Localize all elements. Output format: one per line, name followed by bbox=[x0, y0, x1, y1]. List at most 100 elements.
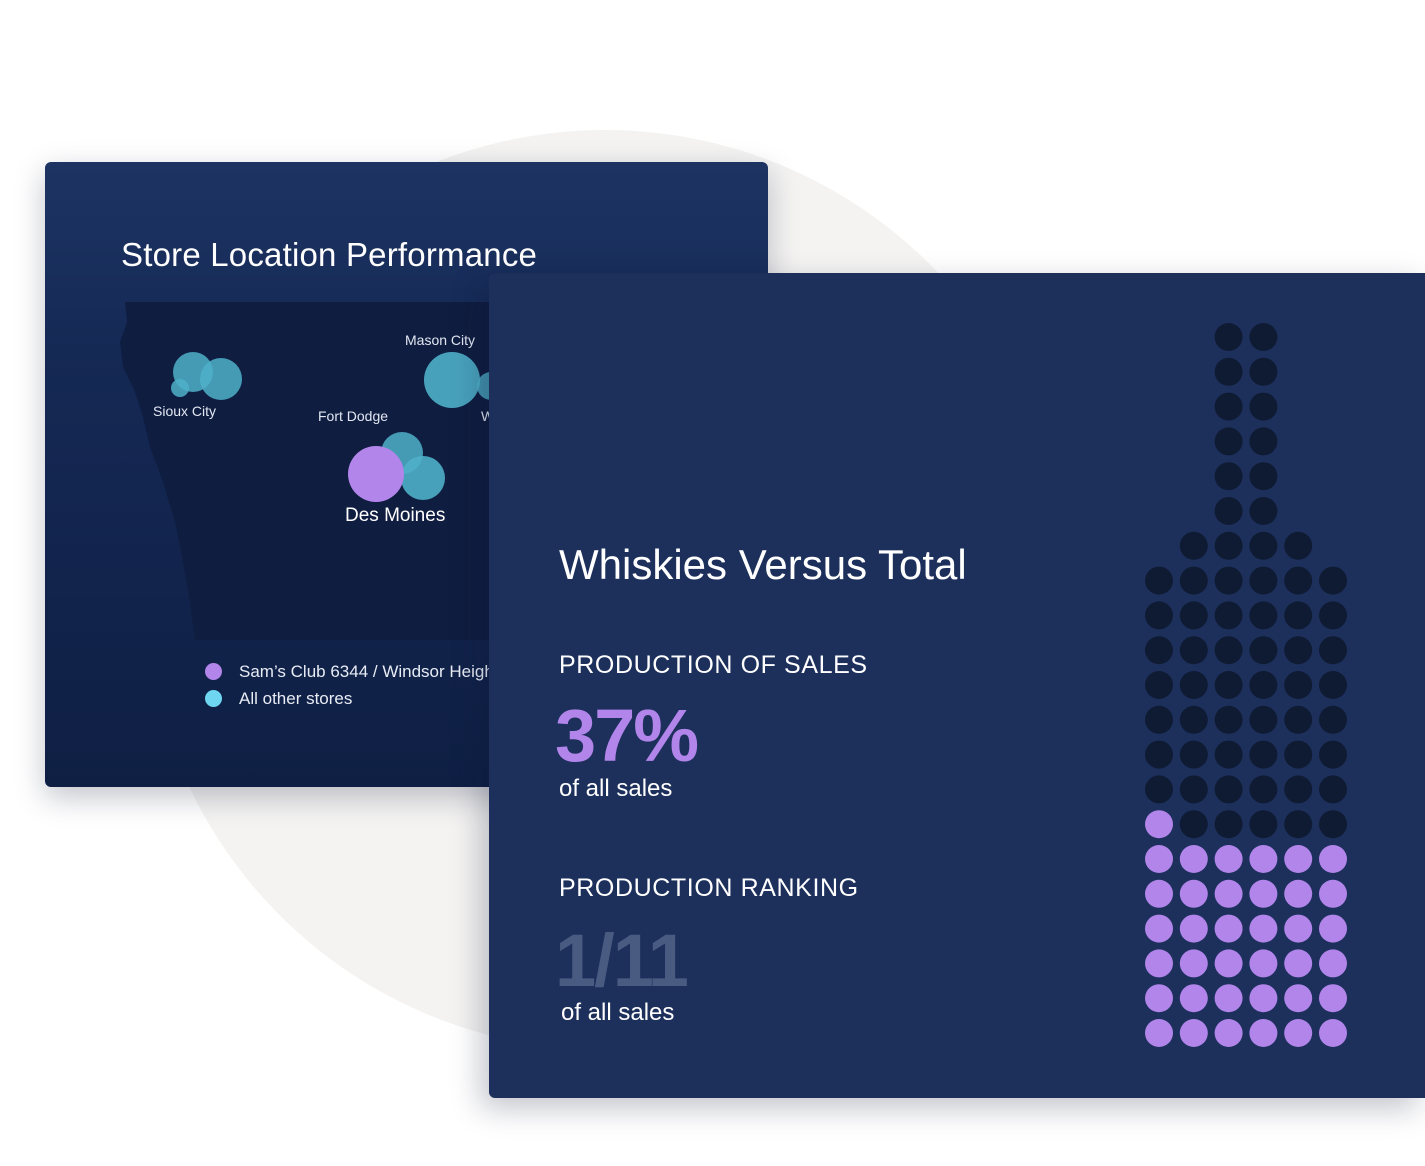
bottle-dot bbox=[1284, 566, 1313, 595]
bottle-dot bbox=[1145, 671, 1173, 699]
bottle-dot-highlighted bbox=[1249, 984, 1278, 1013]
bottle-dot bbox=[1249, 671, 1278, 699]
bottle-dot-highlighted bbox=[1214, 914, 1243, 943]
stat-label-production-ranking: PRODUCTION RANKING bbox=[559, 874, 859, 902]
bottle-dot bbox=[1249, 497, 1278, 525]
bottle-dot-highlighted bbox=[1249, 949, 1278, 978]
stat-sub-production-of-sales: of all sales bbox=[559, 775, 673, 802]
bottle-dot bbox=[1214, 566, 1243, 595]
bottle-dot bbox=[1284, 671, 1313, 699]
bottle-dot-highlighted bbox=[1214, 879, 1243, 908]
bottle-dot bbox=[1179, 601, 1208, 630]
bottle-dot bbox=[1249, 323, 1278, 351]
bottle-dot-highlighted bbox=[1145, 845, 1173, 873]
bottle-dot bbox=[1249, 462, 1278, 491]
bottle-dot bbox=[1284, 810, 1313, 839]
bottle-dot bbox=[1319, 566, 1347, 595]
bottle-dot bbox=[1145, 705, 1173, 734]
bottle-dot bbox=[1179, 705, 1208, 734]
bottle-dot-highlighted bbox=[1284, 949, 1313, 978]
bottle-dot-highlighted bbox=[1249, 845, 1278, 873]
bottle-dot bbox=[1214, 531, 1243, 560]
bottle-dot-highlighted bbox=[1214, 845, 1243, 873]
bottle-dot-highlighted bbox=[1145, 879, 1173, 908]
bottle-dot-highlighted bbox=[1179, 879, 1208, 908]
bottle-dot bbox=[1214, 636, 1243, 665]
bottle-dot bbox=[1249, 427, 1278, 456]
bottle-dot bbox=[1214, 740, 1243, 769]
bottle-dot-highlighted bbox=[1284, 984, 1313, 1013]
bottle-dot-highlighted bbox=[1249, 1019, 1278, 1047]
legend-dot-highlight bbox=[205, 663, 222, 680]
bottle-dot-highlighted bbox=[1284, 1019, 1313, 1047]
bottle-dot bbox=[1179, 740, 1208, 769]
bottle-dot-highlighted bbox=[1284, 879, 1313, 908]
bottle-dot-chart bbox=[1145, 323, 1347, 1047]
bottle-dot-highlighted bbox=[1179, 914, 1208, 943]
bottle-dot-highlighted bbox=[1284, 845, 1313, 873]
bottle-dot-highlighted bbox=[1249, 914, 1278, 943]
city-label-mason-city: Mason City bbox=[405, 332, 475, 348]
legend-label-highlight: Sam’s Club 6344 / Windsor Heigh bbox=[239, 661, 494, 681]
bottle-dot bbox=[1284, 740, 1313, 769]
bottle-dot bbox=[1249, 566, 1278, 595]
bottle-dot bbox=[1179, 671, 1208, 699]
bottle-dot-highlighted bbox=[1319, 914, 1347, 943]
legend-label-other: All other stores bbox=[239, 688, 353, 708]
stat-value-production-of-sales: 37% bbox=[555, 694, 699, 777]
bottle-dot bbox=[1284, 705, 1313, 734]
bottle-dot bbox=[1284, 775, 1313, 804]
bottle-dot bbox=[1214, 775, 1243, 804]
bottle-dot-highlighted bbox=[1179, 1019, 1208, 1047]
bottle-dot-highlighted bbox=[1249, 879, 1278, 908]
bottle-dot bbox=[1214, 357, 1243, 386]
bottle-dot-highlighted bbox=[1145, 949, 1173, 978]
bottle-dot bbox=[1284, 601, 1313, 630]
bottle-dot-highlighted bbox=[1214, 984, 1243, 1013]
bubble-des-moines-2 bbox=[401, 456, 445, 500]
bottle-dot bbox=[1249, 740, 1278, 769]
whiskies-card: Whiskies Versus Total PRODUCTION OF SALE… bbox=[489, 273, 1425, 1098]
bubble-sioux-city-2 bbox=[200, 358, 242, 400]
bottle-dot bbox=[1249, 705, 1278, 734]
bottle-dot bbox=[1249, 392, 1278, 421]
bottle-dot bbox=[1249, 531, 1278, 560]
bottle-dot bbox=[1319, 636, 1347, 665]
legend-item-other: All other stores bbox=[205, 685, 494, 712]
bottle-dot-highlighted bbox=[1214, 1019, 1243, 1047]
bottle-dot bbox=[1319, 705, 1347, 734]
store-card-title: Store Location Performance bbox=[121, 236, 538, 273]
bottle-dot bbox=[1179, 810, 1208, 839]
bottle-dot bbox=[1179, 566, 1208, 595]
bottle-dot bbox=[1249, 357, 1278, 386]
legend-dot-other bbox=[205, 690, 222, 707]
bottle-dot bbox=[1145, 740, 1173, 769]
bottle-dot-highlighted bbox=[1319, 879, 1347, 908]
bottle-dot bbox=[1214, 705, 1243, 734]
city-label-des-moines: Des Moines bbox=[345, 505, 445, 526]
bottle-dot bbox=[1179, 775, 1208, 804]
bottle-dot-highlighted bbox=[1284, 914, 1313, 943]
bottle-dot-highlighted bbox=[1179, 845, 1208, 873]
bottle-dot bbox=[1249, 636, 1278, 665]
bottle-dot-highlighted bbox=[1319, 949, 1347, 978]
stat-label-production-of-sales: PRODUCTION OF SALES bbox=[559, 651, 868, 679]
legend-item-highlight: Sam’s Club 6344 / Windsor Heigh bbox=[205, 658, 494, 685]
bottle-dot bbox=[1214, 671, 1243, 699]
bottle-dot bbox=[1214, 497, 1243, 525]
bottle-dot bbox=[1249, 810, 1278, 839]
bottle-dot bbox=[1319, 671, 1347, 699]
bottle-dot-highlighted bbox=[1145, 984, 1173, 1013]
bottle-dot bbox=[1145, 566, 1173, 595]
bottle-dot bbox=[1319, 810, 1347, 839]
bottle-dot-highlighted bbox=[1145, 1019, 1173, 1047]
bottle-dot bbox=[1284, 531, 1313, 560]
whiskies-card-title: Whiskies Versus Total bbox=[559, 541, 967, 588]
bottle-dot bbox=[1179, 531, 1208, 560]
bottle-dot bbox=[1214, 392, 1243, 421]
city-label-fort-dodge: Fort Dodge bbox=[318, 408, 388, 424]
bottle-dot bbox=[1214, 810, 1243, 839]
stat-value-production-ranking: 1/11 bbox=[555, 919, 689, 1002]
city-label-sioux-city: Sioux City bbox=[153, 403, 216, 419]
